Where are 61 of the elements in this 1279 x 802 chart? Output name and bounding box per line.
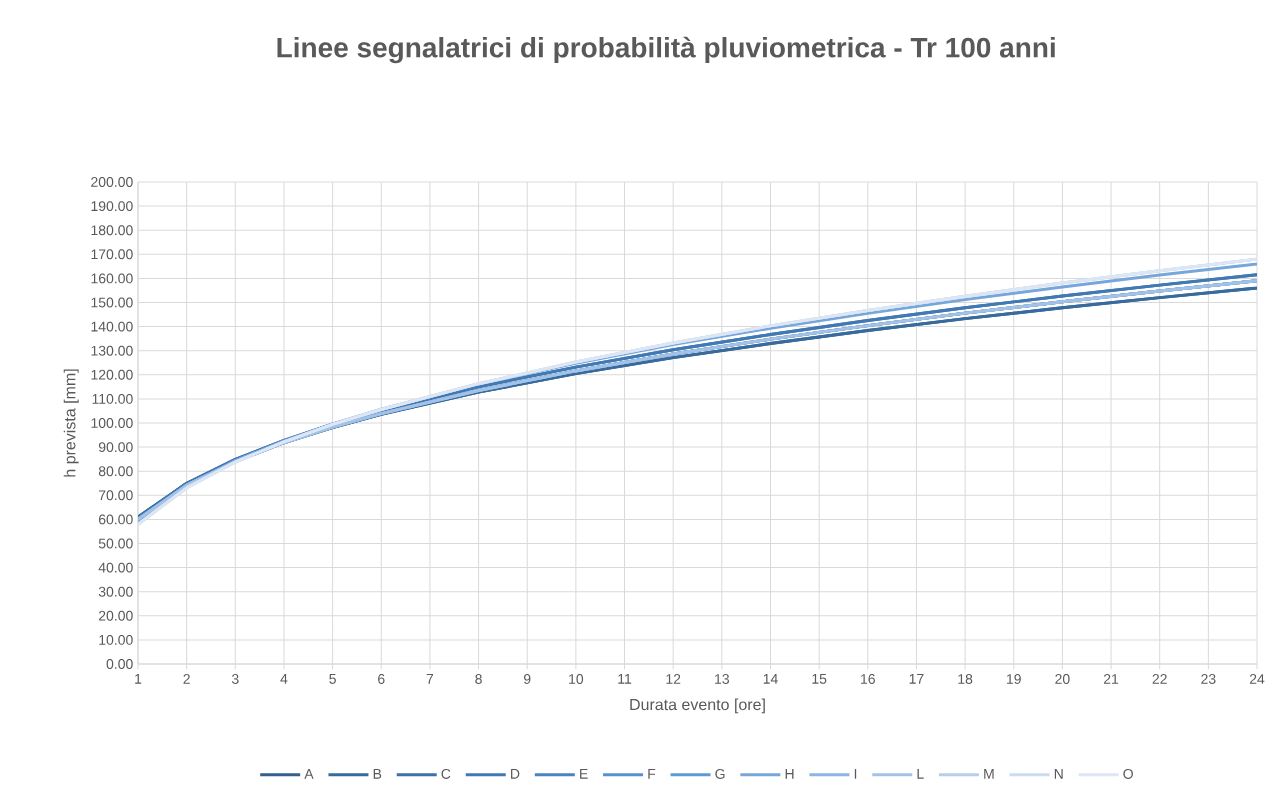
x-axis-title: Durata evento [ore] <box>630 698 765 714</box>
legend-label: A <box>304 769 314 779</box>
x-tick-label: 14 <box>763 674 778 684</box>
y-tick-label: 110.00 <box>92 393 133 404</box>
y-axis-title: h prevista [mm] <box>63 369 79 477</box>
y-tick-label: 170.00 <box>91 249 133 260</box>
y-tick-label: 10.00 <box>99 634 133 645</box>
y-tick-label: 0.00 <box>106 659 133 669</box>
legend-label: G <box>715 768 725 779</box>
legend-label: O <box>1123 768 1133 779</box>
y-tick-label: 100.00 <box>91 418 133 428</box>
x-tick-label: 4 <box>280 674 288 684</box>
legend-label: I <box>854 769 857 779</box>
y-tick-label: 150.00 <box>91 297 133 308</box>
y-tick-label: 70.00 <box>98 490 133 501</box>
chart-title: Linee segnalatrici di probabilità pluviometrica - Tr 100 anni <box>277 36 1055 64</box>
x-tick-label: 1 <box>135 674 142 684</box>
x-tick-label: 21 <box>1103 674 1119 684</box>
y-tick-label: 200.00 <box>91 177 133 187</box>
legend-label: D <box>511 769 520 779</box>
x-tick-label: 5 <box>329 674 336 684</box>
x-tick-label: 17 <box>909 674 924 684</box>
y-tick-label: 120.00 <box>91 369 133 380</box>
y-tick-label: 40.00 <box>98 562 133 573</box>
x-tick-label: 23 <box>1201 674 1216 684</box>
x-tick-label: 22 <box>1152 674 1167 684</box>
y-tick-label: 20.00 <box>98 610 133 621</box>
y-tick-label: 60.00 <box>98 514 133 525</box>
y-tick-label: 130.00 <box>91 345 133 356</box>
x-tick-label: 7 <box>426 674 434 684</box>
y-tick-label: 50.00 <box>98 538 133 549</box>
y-tick-label: 190.00 <box>91 201 133 212</box>
x-tick-label: 12 <box>666 674 681 684</box>
y-tick-label: 30.00 <box>98 586 133 597</box>
legend-label: E <box>580 769 588 779</box>
legend-label: H <box>785 769 794 779</box>
x-tick-label: 9 <box>523 674 531 684</box>
x-tick-label: 8 <box>475 674 482 684</box>
y-tick-label: 140.00 <box>91 321 133 332</box>
legend-label: M <box>984 769 994 779</box>
x-tick-label: 15 <box>812 674 827 684</box>
legend-label: N <box>1054 769 1063 779</box>
legend-label: L <box>917 769 924 779</box>
y-tick-label: 90.00 <box>98 442 133 453</box>
x-tick-label: 13 <box>715 674 729 684</box>
x-tick-label: 3 <box>231 674 239 684</box>
x-tick-label: 19 <box>1007 674 1021 684</box>
x-tick-label: 18 <box>958 674 973 684</box>
y-tick-label: 180.00 <box>91 225 133 236</box>
x-tick-label: 16 <box>861 674 875 684</box>
x-tick-label: 10 <box>569 674 584 684</box>
y-tick-label: 160.00 <box>91 273 133 284</box>
y-tick-label: 80.00 <box>98 466 133 477</box>
x-tick-label: 6 <box>378 674 385 684</box>
x-tick-label: 11 <box>618 674 632 684</box>
x-tick-label: 20 <box>1055 674 1070 684</box>
x-tick-label: 2 <box>183 674 190 684</box>
x-tick-label: 24 <box>1249 674 1265 684</box>
legend-label: F <box>648 769 656 779</box>
legend-label: C <box>441 768 451 779</box>
legend-label: B <box>373 769 382 779</box>
